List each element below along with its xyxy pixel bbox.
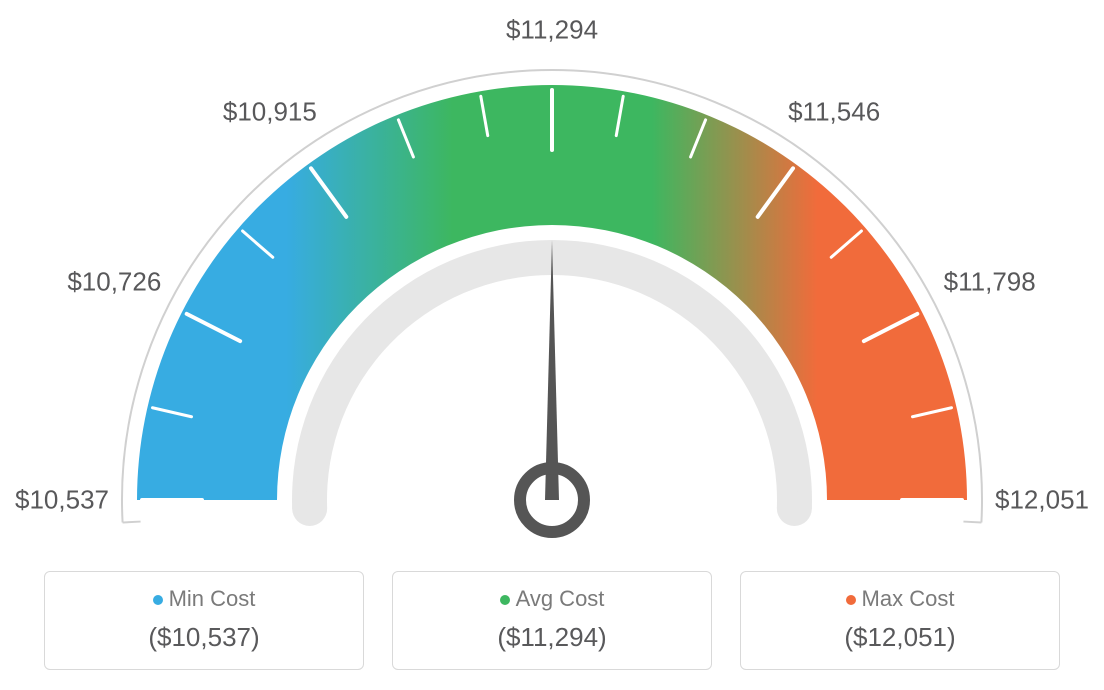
gauge-tick-label: $10,915 bbox=[223, 96, 317, 127]
legend-title-avg: Avg Cost bbox=[403, 586, 701, 612]
gauge-tick-label: $10,726 bbox=[67, 267, 161, 298]
gauge-tick-label: $10,537 bbox=[15, 485, 109, 516]
gauge-area: $10,537 $10,726 $10,915 $11,294 $11,546 $11,7… bbox=[0, 0, 1104, 560]
legend-value-max: ($12,051) bbox=[751, 622, 1049, 653]
legend-card-avg: Avg Cost ($11,294) bbox=[392, 571, 712, 670]
gauge-svg bbox=[0, 0, 1104, 560]
gauge-tick-label: $11,546 bbox=[788, 96, 880, 127]
legend-card-max: Max Cost ($12,051) bbox=[740, 571, 1060, 670]
legend-card-min: Min Cost ($10,537) bbox=[44, 571, 364, 670]
legend-value-min: ($10,537) bbox=[55, 622, 353, 653]
legend-title-avg-text: Avg Cost bbox=[516, 586, 605, 611]
chart-container: $10,537 $10,726 $10,915 $11,294 $11,546 $11,7… bbox=[0, 0, 1104, 690]
legend-title-max-text: Max Cost bbox=[862, 586, 955, 611]
legend-dot-min bbox=[153, 595, 163, 605]
legend-title-max: Max Cost bbox=[751, 586, 1049, 612]
legend-value-avg: ($11,294) bbox=[403, 622, 701, 653]
legend-dot-max bbox=[846, 595, 856, 605]
gauge-tick-label: $11,798 bbox=[944, 267, 1036, 298]
legend-dot-avg bbox=[500, 595, 510, 605]
legend-title-min: Min Cost bbox=[55, 586, 353, 612]
gauge-tick-label: $12,051 bbox=[995, 485, 1089, 516]
gauge-tick-label: $11,294 bbox=[506, 15, 598, 46]
legend-title-min-text: Min Cost bbox=[169, 586, 256, 611]
legend-row: Min Cost ($10,537) Avg Cost ($11,294) Ma… bbox=[0, 571, 1104, 670]
